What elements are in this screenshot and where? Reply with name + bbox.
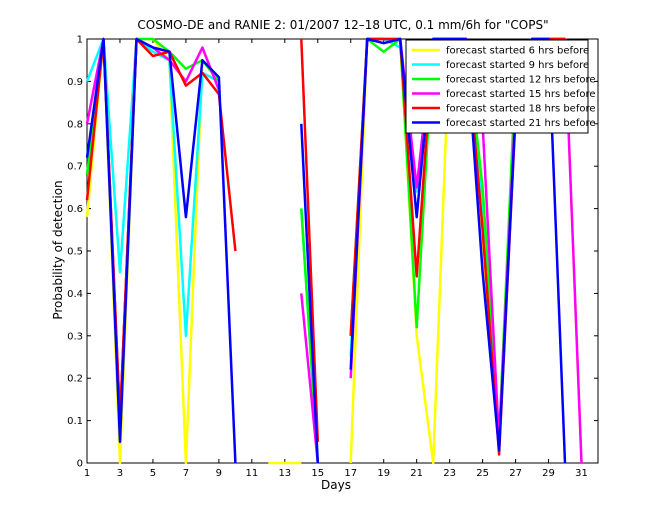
series-line — [85, 37, 220, 338]
series-line — [300, 38, 320, 442]
x-tick-label: 27 — [509, 468, 522, 479]
legend-box — [405, 39, 589, 134]
x-tick-label: 15 — [311, 468, 324, 479]
x-tick-label: 11 — [245, 468, 258, 479]
x-tick-label: 7 — [183, 468, 189, 479]
x-tick-label: 1 — [84, 468, 90, 479]
y-tick-label: 0.3 — [67, 331, 83, 342]
x-tick-label: 13 — [278, 468, 291, 479]
x-tick-label: 25 — [476, 468, 489, 479]
y-tick-label: 0.8 — [67, 119, 83, 130]
y-tick-label: 0.6 — [67, 204, 83, 215]
y-tick-label: 0.7 — [67, 162, 83, 173]
x-axis-label: Days — [321, 478, 351, 492]
series-line — [300, 293, 320, 464]
y-tick-label: 1 — [77, 35, 83, 46]
legend-entry: forecast started 12 hrs before — [446, 75, 596, 86]
x-tick-label: 5 — [150, 468, 156, 479]
x-tick-label: 17 — [344, 468, 357, 479]
legend: forecast started 6 hrs before forecast st… — [405, 39, 596, 134]
y-tick-label: 0.5 — [67, 247, 83, 258]
legend-entry: forecast started 18 hrs before — [446, 104, 596, 115]
x-tick-label: 23 — [443, 468, 456, 479]
legend-entry: forecast started 6 hrs before — [446, 46, 589, 57]
legend-entry: forecast started 15 hrs before — [446, 89, 596, 100]
y-tick-label: 0 — [77, 459, 83, 470]
y-axis-label: Probability of detection — [51, 180, 65, 319]
x-tick-label: 3 — [117, 468, 123, 479]
y-tick-label: 0.2 — [67, 374, 83, 385]
series-line — [85, 37, 237, 464]
x-tick-label: 19 — [377, 468, 390, 479]
y-tick-label: 0.1 — [67, 416, 83, 427]
x-tick-label: 31 — [575, 468, 588, 479]
legend-entry: forecast started 9 hrs before — [446, 60, 589, 71]
x-tick-label: 21 — [410, 468, 423, 479]
x-tick-label: 29 — [542, 468, 555, 479]
legend-entry: forecast started 21 hrs before — [446, 118, 596, 129]
chart-title: COSMO-DE and RANIE 2: 01/2007 12–18 UTC,… — [137, 18, 548, 32]
y-tick-label: 0.9 — [67, 77, 83, 88]
series-line — [300, 123, 320, 464]
y-tick-label: 0.4 — [67, 289, 83, 300]
x-tick-label: 9 — [216, 468, 222, 479]
